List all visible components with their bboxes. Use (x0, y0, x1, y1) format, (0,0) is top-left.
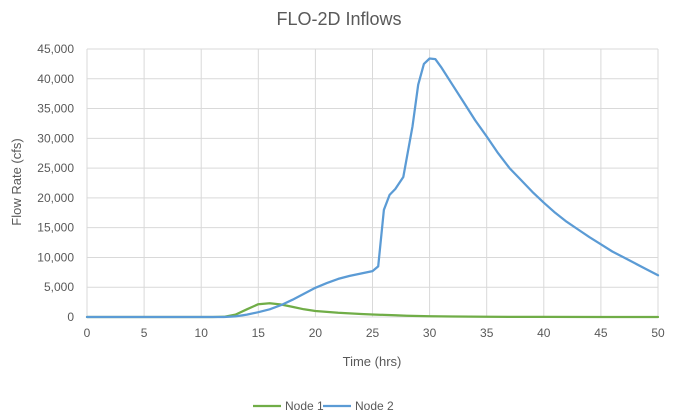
y-tick-label: 20,000 (37, 191, 74, 205)
legend-label: Node 1 (285, 399, 324, 413)
y-tick-label: 10,000 (37, 250, 74, 264)
x-tick-label: 10 (195, 326, 209, 340)
series-lines (85, 57, 660, 319)
x-tick-label: 0 (84, 326, 91, 340)
legend: Node 1 Node 2 (253, 399, 394, 413)
x-tick-label: 20 (309, 326, 323, 340)
x-tick-label: 40 (537, 326, 551, 340)
gridlines (86, 48, 659, 318)
legend-label: Node 2 (355, 399, 394, 413)
y-tick-label: 15,000 (37, 221, 74, 235)
x-tick-label: 30 (423, 326, 437, 340)
x-tick-label: 45 (594, 326, 608, 340)
y-tick-label: 45,000 (37, 42, 74, 56)
y-tick-label: 35,000 (37, 102, 74, 116)
y-tick-label: 30,000 (37, 131, 74, 145)
y-axis-title: Flow Rate (cfs) (9, 138, 24, 225)
y-axis-ticks: 0 5,000 10,000 15,000 20,000 25,000 30,000 35,0… (37, 42, 74, 324)
y-tick-label: 5,000 (44, 280, 74, 294)
series-line-node-1 (85, 302, 660, 319)
x-tick-label: 15 (252, 326, 266, 340)
y-tick-label: 0 (67, 310, 74, 324)
y-tick-label: 40,000 (37, 72, 74, 86)
chart-title: FLO-2D Inflows (276, 9, 401, 29)
x-axis-ticks: 0 5 10 15 20 25 30 35 40 45 50 (84, 326, 665, 340)
x-axis-title: Time (hrs) (343, 354, 402, 369)
x-tick-label: 35 (480, 326, 494, 340)
y-tick-label: 25,000 (37, 161, 74, 175)
series-line-node-2 (85, 57, 660, 319)
x-tick-label: 5 (141, 326, 148, 340)
x-tick-label: 25 (366, 326, 380, 340)
x-tick-label: 50 (651, 326, 665, 340)
